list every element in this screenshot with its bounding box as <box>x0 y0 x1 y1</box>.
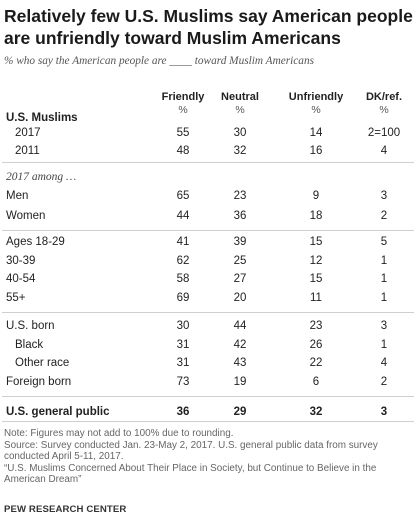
source-line: conducted April 5-11, 2017. <box>4 451 124 462</box>
row-label: 2017 <box>15 127 41 139</box>
table-cell: 69 <box>176 292 190 304</box>
row-label: Black <box>15 339 44 351</box>
table-cell: 48 <box>176 145 190 157</box>
table-cell: 36 <box>233 210 247 222</box>
chart-title: Relatively few U.S. Muslims say American… <box>4 6 413 48</box>
unit-label: % <box>311 104 321 116</box>
data-table: Friendly% Neutral% Unfriendly% DK/ref.% U.S.… <box>2 91 414 422</box>
table-cell: 27 <box>233 273 247 285</box>
row-label: U.S. Muslims <box>6 112 78 124</box>
table-cell: 2 <box>380 376 388 388</box>
row-label: 2017 among … <box>6 171 77 183</box>
row-divider <box>2 312 414 313</box>
table-cell: 9 <box>312 190 320 202</box>
row-label: 55+ <box>6 292 26 304</box>
table-cell: 26 <box>309 339 323 351</box>
unit-label: % <box>235 104 245 116</box>
table-cell: 1 <box>380 273 388 285</box>
table-cell: 2 <box>380 210 388 222</box>
row-label: Men <box>6 190 29 202</box>
table-cell: 2=100 <box>367 127 401 139</box>
table-cell: 3 <box>380 406 388 418</box>
table-cell: 5 <box>380 236 388 248</box>
row-label: 2011 <box>15 145 40 157</box>
column-header: Friendly <box>161 91 205 103</box>
table-cell: 32 <box>233 145 247 157</box>
row-divider <box>2 396 414 397</box>
note-line: Note: Figures may not add to 100% due to… <box>4 428 234 439</box>
row-divider <box>2 230 414 231</box>
row-label: Foreign born <box>6 376 72 388</box>
table-cell: 44 <box>233 320 247 332</box>
table-cell: 30 <box>233 127 247 139</box>
table-cell: 31 <box>176 339 190 351</box>
report-title-line: American Dream” <box>4 474 82 485</box>
table-cell: 18 <box>309 210 323 222</box>
table-cell: 1 <box>380 255 388 267</box>
table-cell: 15 <box>309 236 323 248</box>
notes-block: Note: Figures may not add to 100% due to… <box>4 428 416 486</box>
column-header: Unfriendly <box>288 91 344 103</box>
column-header: DK/ref. <box>365 91 403 103</box>
table-cell: 29 <box>233 406 247 418</box>
table-cell: 41 <box>176 236 190 248</box>
table-cell: 42 <box>233 339 247 351</box>
table-cell: 6 <box>312 376 320 388</box>
source-label: PEW RESEARCH CENTER <box>4 504 127 515</box>
table-cell: 39 <box>233 236 247 248</box>
table-cell: 1 <box>380 339 388 351</box>
table-cell: 3 <box>380 190 388 202</box>
table-cell: 14 <box>309 127 323 139</box>
row-divider <box>2 162 414 163</box>
table-cell: 3 <box>380 320 388 332</box>
table-cell: 12 <box>309 255 323 267</box>
unit-label: % <box>178 104 188 116</box>
table-cell: 36 <box>176 406 190 418</box>
table-cell: 43 <box>233 357 247 369</box>
table-cell: 1 <box>380 292 388 304</box>
table-cell: 32 <box>309 406 323 418</box>
report-title-line: “U.S. Muslims Concerned About Their Plac… <box>4 462 377 474</box>
row-label: U.S. general public <box>6 406 110 418</box>
table-cell: 58 <box>176 273 190 285</box>
table-cell: 4 <box>380 145 388 157</box>
unit-label: % <box>379 104 389 116</box>
table-cell: 19 <box>233 376 247 388</box>
table-cell: 23 <box>309 320 323 332</box>
table-cell: 25 <box>233 255 247 267</box>
table-cell: 15 <box>309 273 323 285</box>
chart-subtitle: % who say the American people are ____ t… <box>4 55 315 67</box>
row-label: 30-39 <box>6 255 36 267</box>
table-cell: 62 <box>176 255 190 267</box>
row-label: Ages 18-29 <box>6 236 65 248</box>
table-cell: 4 <box>380 357 388 369</box>
table-cell: 44 <box>176 210 190 222</box>
row-label: U.S. born <box>6 320 55 332</box>
table-cell: 55 <box>176 127 190 139</box>
column-header: Neutral <box>221 91 259 103</box>
table-cell: 65 <box>176 190 190 202</box>
row-label: 40-54 <box>6 273 36 285</box>
source-line: Source: Survey conducted Jan. 23-May 2, … <box>4 439 378 451</box>
table-cell: 23 <box>233 190 247 202</box>
row-label: Women <box>6 210 46 222</box>
table-cell: 11 <box>310 292 322 304</box>
row-label: Other race <box>15 357 70 369</box>
table-cell: 22 <box>309 357 323 369</box>
table-cell: 73 <box>176 376 190 388</box>
table-cell: 31 <box>176 357 190 369</box>
table-cell: 30 <box>176 320 190 332</box>
row-divider <box>2 421 414 422</box>
table-cell: 20 <box>233 292 247 304</box>
table-cell: 16 <box>309 145 323 157</box>
